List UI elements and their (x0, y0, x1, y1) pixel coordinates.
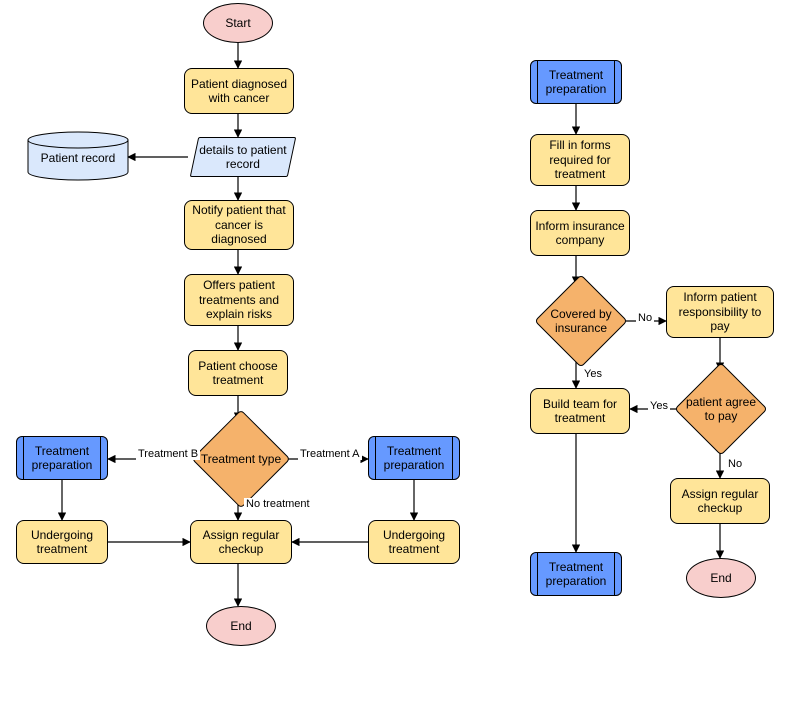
node-treat_type: Treatment type (206, 424, 276, 494)
edge-label-treat_type-prep_right: Treatment A (298, 448, 362, 460)
node-choose: Patient choose treatment (188, 350, 288, 396)
node-under_right: Undergoing treatment (368, 520, 460, 564)
flowchart-canvas: Patient record Start Patient diagnosed wi… (0, 0, 790, 708)
node-buildteam: Build team for treatment (530, 388, 630, 434)
edge-label-treat_type-prep_left: Treatment B (136, 448, 200, 460)
node-record: Patient record (28, 132, 128, 180)
node-covered: Covered by insurance (548, 288, 614, 354)
edge-label-agree_pay-buildteam: Yes (648, 400, 670, 412)
edge-layer: Patient record (0, 0, 790, 708)
node-inform_pay: Inform patient responsibility to pay (666, 286, 774, 338)
node-start: Start (203, 3, 273, 43)
node-assign1: Assign regular checkup (190, 520, 292, 564)
node-under_left: Undergoing treatment (16, 520, 108, 564)
edge-label-treat_type-assign1: No treatment (244, 498, 312, 510)
node-assign2: Assign regular checkup (670, 478, 770, 524)
node-prep_right: Treatment preparation (368, 436, 460, 480)
node-prep_bottom2: Treatment preparation (530, 552, 622, 596)
node-fillforms: Fill in forms required for treatment (530, 134, 630, 186)
edge-label-covered-inform_pay: No (636, 312, 654, 324)
node-notify: Notify patient that cancer is diagnosed (184, 200, 294, 250)
node-prep_left: Treatment preparation (16, 436, 108, 480)
node-end1: End (206, 606, 276, 646)
svg-text:Patient record: Patient record (41, 151, 116, 165)
edge-label-agree_pay-assign2: No (726, 458, 744, 470)
node-offers: Offers patient treatments and explain ri… (184, 274, 294, 326)
node-agree_pay: patient agree to pay (688, 376, 754, 442)
node-end2: End (686, 558, 756, 598)
node-inform_ins: Inform insurance company (530, 210, 630, 256)
edge-label-covered-buildteam: Yes (582, 368, 604, 380)
node-diagnosed: Patient diagnosed with cancer (184, 68, 294, 114)
node-prep_top2: Treatment preparation (530, 60, 622, 104)
node-details: details to patient record (190, 137, 297, 177)
